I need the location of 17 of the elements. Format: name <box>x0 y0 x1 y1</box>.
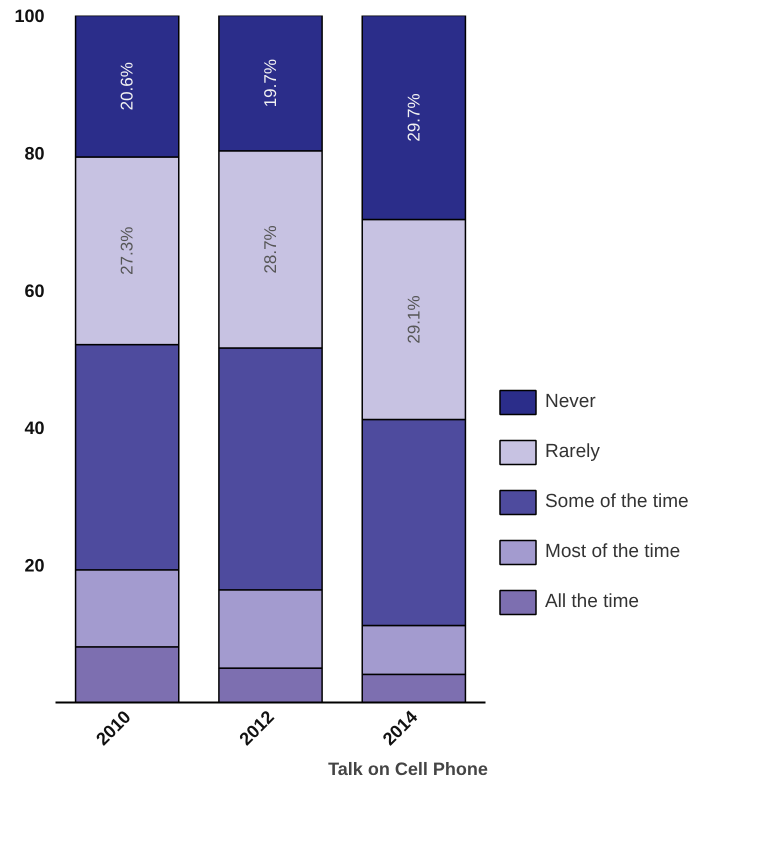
y-tick-label: 20 <box>24 556 45 576</box>
data-label: 19.7% <box>261 59 280 108</box>
legend-label: All the time <box>545 591 639 613</box>
data-label: 27.3% <box>118 226 137 275</box>
data-label: 20.6% <box>118 62 137 110</box>
legend-label: Most of the time <box>545 541 680 563</box>
y-tick-label: 80 <box>24 143 45 164</box>
x-axis-title: Talk on Cell Phone <box>328 759 488 780</box>
y-tick-label: 40 <box>24 418 45 438</box>
legend-label: Some of the time <box>545 491 689 513</box>
legend-label: Rarely <box>545 441 600 463</box>
legend-label: Never <box>545 391 596 413</box>
data-label: 29.1% <box>404 295 424 344</box>
data-label: 29.7% <box>404 93 424 142</box>
y-tick-label: 100 <box>14 6 45 26</box>
data-label: 28.7% <box>261 225 280 274</box>
y-tick-label: 60 <box>24 280 45 301</box>
